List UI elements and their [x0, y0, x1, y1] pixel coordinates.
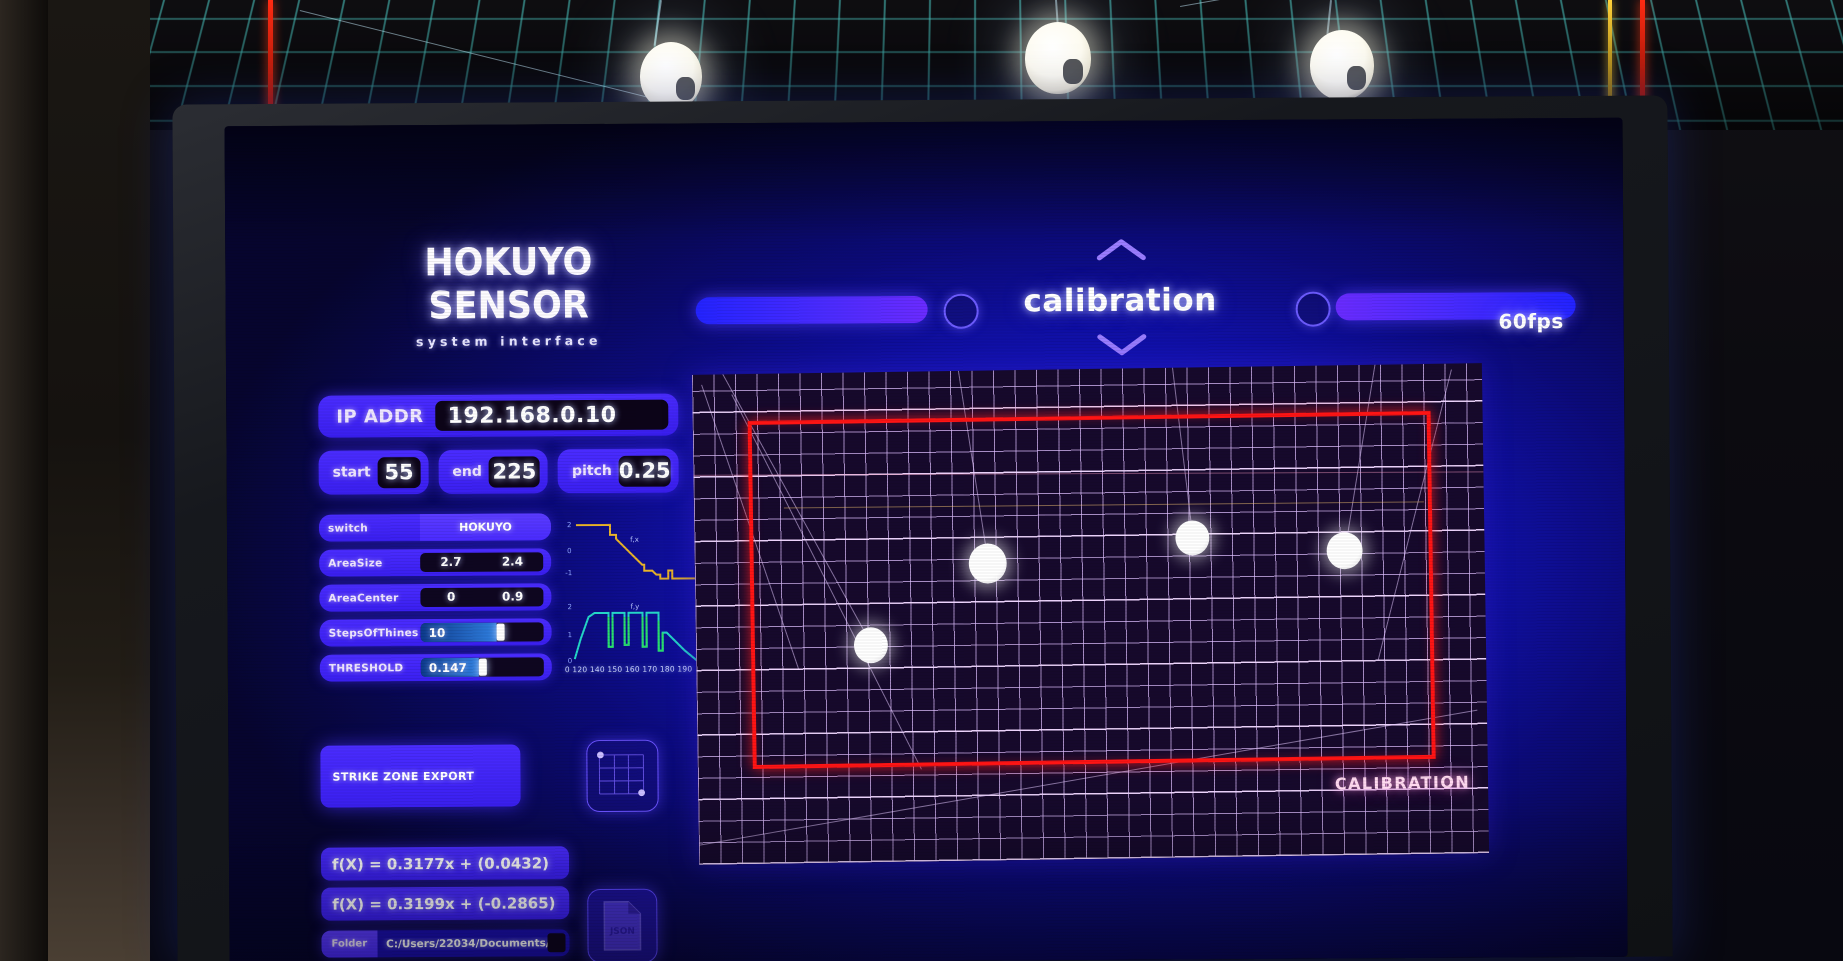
screen-bezel: HOKUYO SENSOR system interface calibrati…: [224, 117, 1628, 961]
svg-text:0: 0: [568, 657, 573, 665]
nav-bar-left: [695, 295, 928, 325]
top-navigation: calibration: [695, 238, 1576, 375]
app-window: HOKUYO SENSOR system interface calibrati…: [224, 117, 1628, 961]
folder-path-value[interactable]: C:/Users/22034/Documents/Unreal_Proj: [386, 936, 548, 950]
export-row: STRIKE ZONE EXPORT: [320, 739, 680, 815]
svg-text:f,y: f,y: [630, 603, 639, 611]
areasize-values[interactable]: 2.7 2.4: [420, 552, 544, 573]
page-subtitle: system interface: [415, 332, 602, 350]
nav-next-dot-button[interactable]: [1295, 291, 1331, 327]
strike-zone-export-label: STRIKE ZONE EXPORT: [332, 769, 475, 784]
areacenter-value-y[interactable]: 0.9: [501, 589, 524, 604]
mini-chart-x-ticks: 0 120 140 150 160 170 180 190: [564, 664, 693, 675]
stepsofthines-value: 10: [428, 625, 446, 640]
red-light-strip-right: [1640, 0, 1645, 104]
areasize-label: AreaSize: [328, 556, 383, 570]
areasize-value-x[interactable]: 2.7: [440, 554, 462, 569]
threshold-label: THRESHOLD: [328, 661, 404, 675]
equation-y-text: f(X) = 0.3199x + (-0.2865): [332, 893, 556, 914]
app-title-block: HOKUYO SENSOR system interface: [343, 241, 674, 350]
pitch-label: pitch: [571, 462, 612, 480]
strike-zone-export-button[interactable]: STRIKE ZONE EXPORT: [320, 744, 521, 808]
svg-text:2: 2: [567, 521, 572, 529]
laptop-screen: HOKUYO SENSOR system interface calibrati…: [224, 117, 1628, 961]
folder-label: Folder: [321, 930, 378, 958]
ip-address-label: IP ADDR: [336, 405, 424, 428]
param-row-stepsofthines[interactable]: StepsOfThines 10: [319, 618, 552, 647]
hanging-bulb: [1025, 22, 1091, 94]
start-label: start: [332, 464, 371, 481]
hanging-bulb: [640, 42, 702, 110]
svg-text:-1: -1: [565, 569, 572, 577]
mini-chart-panel: 2 0 -1 f,x 2 1 0: [564, 512, 705, 683]
end-field[interactable]: end 225: [438, 449, 549, 494]
ip-address-input[interactable]: 192.168.0.10: [435, 399, 669, 431]
threshold-slider[interactable]: 0.147: [420, 657, 544, 678]
switch-value[interactable]: HOKUYO: [419, 513, 552, 542]
yellow-light-strip: [1608, 0, 1612, 112]
equation-row-x: f(X) = 0.3177x + (0.0432): [320, 846, 570, 881]
switch-label: switch: [327, 521, 369, 535]
chevron-up-icon[interactable]: [1095, 238, 1147, 262]
nav-prev-dot-button[interactable]: [943, 293, 979, 329]
svg-text:f,x: f,x: [630, 536, 639, 544]
equation-x-text: f(X) = 0.3177x + (0.0432): [331, 853, 550, 874]
page-title: HOKUYO SENSOR: [424, 240, 593, 329]
start-input[interactable]: 55: [377, 456, 421, 488]
stepsofthines-slider[interactable]: 10: [420, 622, 544, 643]
areacenter-values[interactable]: 0 0.9: [420, 587, 544, 608]
threshold-value: 0.147: [428, 660, 467, 675]
canvas-mode-label: CALIBRATION: [1334, 772, 1471, 794]
fy-chart: 2 1 0 f,y: [567, 603, 700, 665]
nav-mode-label: calibration: [1023, 282, 1217, 320]
svg-text:1: 1: [568, 631, 573, 639]
areacenter-value-x[interactable]: 0: [446, 589, 456, 604]
folder-path-field[interactable]: Folder C:/Users/22034/Documents/Unreal_P…: [321, 929, 570, 958]
param-row-threshold[interactable]: THRESHOLD 0.147: [319, 653, 552, 682]
json-file-icon[interactable]: JSON: [587, 888, 658, 961]
areasize-value-y[interactable]: 2.4: [501, 554, 524, 569]
grid-points-icon[interactable]: [586, 739, 659, 813]
hanging-bulb: [1310, 30, 1374, 100]
sensor-canvas[interactable]: CALIBRATION: [691, 363, 1490, 865]
start-field[interactable]: start 55: [318, 450, 429, 495]
end-label: end: [452, 463, 482, 480]
param-row-areacenter[interactable]: AreaCenter 0 0.9: [319, 583, 552, 612]
param-row-areasize[interactable]: AreaSize 2.7 2.4: [319, 548, 552, 577]
svg-text:0: 0: [567, 547, 572, 555]
fx-chart: 2 0 -1 f,x: [565, 521, 701, 580]
left-wall: [0, 0, 150, 961]
param-row-switch[interactable]: switch HOKUYO: [318, 513, 552, 542]
scan-range-row: start 55 end 225 pitch 0.25: [318, 448, 679, 495]
parameter-list: switch HOKUYO AreaSize 2.7 2.4: [318, 513, 552, 682]
fps-indicator: 60fps: [1498, 309, 1564, 334]
equation-row-y: f(X) = 0.3199x + (-0.2865): [321, 886, 570, 921]
calibration-region-box[interactable]: [747, 410, 1436, 770]
red-light-strip-left: [268, 0, 273, 120]
ip-address-field[interactable]: IP ADDR 192.168.0.10: [318, 393, 679, 438]
folder-browse-button[interactable]: [547, 933, 566, 953]
laptop-body: HOKUYO SENSOR system interface calibrati…: [172, 95, 1673, 961]
sensor-canvas-wrapper[interactable]: CALIBRATION: [691, 363, 1490, 865]
chevron-down-icon[interactable]: [1096, 333, 1148, 357]
pitch-field[interactable]: pitch 0.25: [557, 448, 679, 494]
left-control-column: IP ADDR 192.168.0.10 start 55 end 225: [318, 393, 701, 961]
pitch-input[interactable]: 0.25: [618, 455, 671, 487]
svg-text:2: 2: [567, 603, 572, 611]
stepsofthines-label: StepsOfThines: [328, 626, 419, 640]
svg-text:JSON: JSON: [609, 927, 635, 937]
areacenter-label: AreaCenter: [328, 591, 399, 605]
end-input[interactable]: 225: [488, 455, 541, 488]
